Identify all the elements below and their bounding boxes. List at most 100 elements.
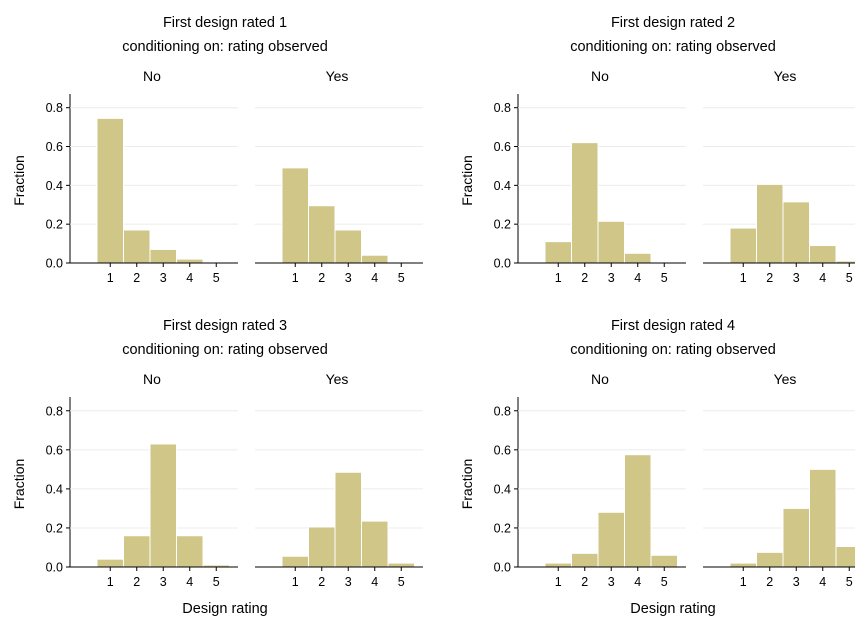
bar-3 [782, 201, 810, 264]
x-tick-label: 1 [107, 271, 114, 285]
bar-2 [756, 183, 784, 264]
x-tick-label: 5 [398, 575, 405, 589]
bar-4 [624, 454, 652, 568]
x-tick-label: 3 [793, 575, 800, 589]
y-tick-label: 0.8 [494, 404, 511, 418]
x-tick-label: 3 [345, 575, 352, 589]
panel-yes: Yes 1 2 3 4 5 [255, 371, 423, 589]
panel-no: No 1 2 3 4 5 [518, 371, 686, 589]
panel-yes: Yes 1 2 3 4 5 [255, 68, 423, 285]
x-tick-label: 2 [318, 271, 325, 285]
x-tick-label: 3 [608, 575, 615, 589]
bar-4 [624, 252, 652, 264]
panel-no: No 1 2 3 4 5 [70, 68, 238, 285]
bar-2 [571, 142, 599, 264]
x-tick-label: 3 [793, 271, 800, 285]
y-tick-label: 0.2 [494, 521, 511, 535]
x-tick-label: 3 [608, 271, 615, 285]
chart-title: First design rated 4 [611, 318, 735, 334]
bar-3 [597, 220, 625, 264]
x-tick-label: 4 [371, 575, 378, 589]
y-tick-label: 0.2 [494, 218, 511, 232]
bar-2 [123, 229, 151, 264]
chart-3: First design rated 3 conditioning on: rat… [11, 318, 423, 617]
bar-5 [650, 554, 678, 568]
x-tick-label: 3 [160, 575, 167, 589]
y-tick-label: 0.4 [494, 482, 511, 496]
bar-4 [176, 535, 204, 568]
y-tick-label: 0.6 [46, 443, 63, 457]
x-tick-label: 1 [555, 575, 562, 589]
chart-subtitle: conditioning on: rating observed [122, 39, 328, 55]
y-axis-label: Fraction [11, 155, 27, 206]
x-tick-label: 5 [213, 575, 220, 589]
x-tick-label: 2 [581, 575, 588, 589]
x-axis-label: Design rating [182, 601, 267, 617]
x-tick-label: 1 [740, 575, 747, 589]
bar-1 [96, 117, 124, 264]
x-tick-label: 1 [555, 271, 562, 285]
x-axis-label: Design rating [630, 601, 715, 617]
y-tick-label: 0.6 [46, 140, 63, 154]
y-tick-label: 0.0 [46, 561, 63, 575]
chart-title: First design rated 3 [163, 318, 287, 334]
panel-label: No [591, 68, 609, 84]
bar-5 [835, 545, 855, 568]
bar-4 [176, 258, 204, 264]
bar-1 [544, 562, 572, 568]
y-tick-label: 0.4 [46, 179, 63, 193]
bar-1 [729, 562, 757, 568]
panel-no: No 1 2 3 4 5 [518, 68, 686, 285]
bar-3 [597, 511, 625, 568]
panel-label: No [591, 371, 609, 387]
x-tick-label: 2 [133, 271, 140, 285]
chart-4: First design rated 4 conditioning on: rat… [459, 318, 855, 617]
chart-1: First design rated 1 conditioning on: rat… [11, 15, 423, 285]
panel-label: No [143, 68, 161, 84]
bar-3 [334, 229, 362, 264]
y-tick-label: 0.6 [494, 443, 511, 457]
panel-label: Yes [774, 371, 797, 387]
bar-2 [308, 205, 336, 264]
chart-subtitle: conditioning on: rating observed [570, 39, 776, 55]
x-tick-label: 4 [819, 271, 826, 285]
panel-label: Yes [326, 68, 349, 84]
x-tick-label: 1 [292, 271, 299, 285]
y-tick-label: 0.8 [46, 404, 63, 418]
x-tick-label: 2 [318, 575, 325, 589]
chart-subtitle: conditioning on: rating observed [570, 342, 776, 358]
bar-1 [544, 241, 572, 264]
bar-2 [756, 551, 784, 568]
y-axis-label: Fraction [459, 459, 475, 510]
bar-3 [782, 507, 810, 568]
bar-1 [281, 555, 309, 568]
chart-subtitle: conditioning on: rating observed [122, 342, 328, 358]
x-tick-label: 5 [661, 271, 668, 285]
x-tick-label: 4 [186, 575, 193, 589]
bar-2 [123, 535, 151, 568]
y-tick-label: 0.4 [494, 179, 511, 193]
bar-5 [387, 562, 415, 568]
x-tick-label: 2 [581, 271, 588, 285]
x-tick-label: 1 [107, 575, 114, 589]
y-tick-label: 0.2 [46, 521, 63, 535]
panel-label: Yes [326, 371, 349, 387]
x-tick-label: 2 [766, 575, 773, 589]
x-tick-label: 3 [345, 271, 352, 285]
panel-no: No 1 2 3 4 5 [70, 371, 238, 589]
bar-3 [334, 471, 362, 568]
x-tick-label: 5 [213, 271, 220, 285]
x-tick-label: 4 [186, 271, 193, 285]
bar-1 [281, 167, 309, 264]
y-tick-label: 0.0 [494, 257, 511, 271]
x-tick-label: 4 [634, 575, 641, 589]
x-tick-label: 1 [292, 575, 299, 589]
x-tick-label: 5 [846, 575, 853, 589]
bar-1 [729, 227, 757, 264]
panel-yes: Yes 1 2 3 4 5 [703, 371, 855, 589]
x-tick-label: 2 [766, 271, 773, 285]
bar-3 [149, 248, 177, 264]
y-tick-label: 0.4 [46, 482, 63, 496]
